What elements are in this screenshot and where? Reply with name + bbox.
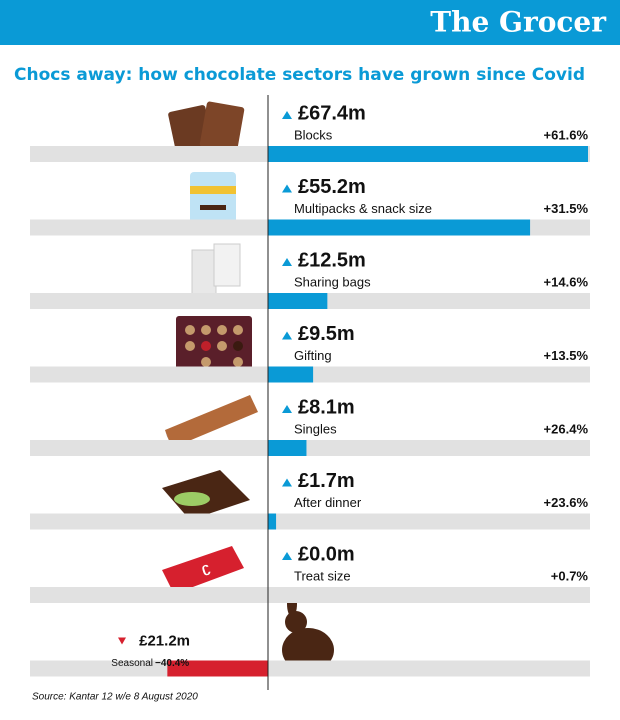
category-label: Multipacks & snack size — [294, 201, 432, 216]
category-label: Singles — [294, 421, 337, 436]
icons: ʗ — [162, 101, 334, 672]
category-label: Blocks — [294, 127, 333, 142]
growth-label: +13.5% — [544, 348, 589, 363]
bar-track — [30, 440, 590, 456]
bar — [268, 513, 277, 530]
growth-label: +61.6% — [544, 127, 589, 142]
growth-label: +23.6% — [544, 495, 589, 510]
header-bar — [0, 0, 620, 45]
category-label: Sharing bags — [294, 274, 371, 289]
source: Source: Kantar 12 w/e 8 August 2020 — [32, 692, 198, 703]
value-label: £67.4m — [298, 102, 366, 124]
bar — [268, 293, 328, 309]
brand: The Grocer — [430, 6, 607, 39]
growth-label: +14.6% — [544, 274, 589, 289]
value-label: £55.2m — [298, 176, 366, 198]
up-arrow — [282, 478, 292, 487]
value-label: £1.7m — [298, 470, 355, 492]
growth-label: −40.4% — [155, 658, 189, 669]
up-arrow — [282, 405, 292, 413]
value-label: £9.5m — [298, 323, 355, 345]
category-label: Seasonal — [111, 658, 153, 669]
bar — [268, 366, 314, 383]
bar — [268, 440, 307, 456]
up-arrow — [282, 331, 292, 340]
chart-title: Chocs away: how chocolate sectors have g… — [14, 65, 585, 85]
value-label: £21.2m — [139, 632, 190, 649]
bar — [268, 146, 588, 162]
bar-track — [30, 513, 590, 530]
bar-track — [30, 587, 590, 603]
bar — [268, 219, 531, 236]
category-label: Gifting — [294, 348, 332, 363]
category-label: After dinner — [294, 495, 362, 510]
value-label: £8.1m — [298, 396, 355, 418]
value-label: £0.0m — [298, 543, 355, 565]
down-arrow — [118, 637, 126, 645]
growth-label: +0.7% — [551, 568, 589, 583]
growth-label: +26.4% — [544, 421, 589, 436]
category-label: Treat size — [294, 568, 351, 583]
up-arrow — [282, 552, 292, 560]
value-label: £12.5m — [298, 249, 366, 271]
growth-label: +31.5% — [544, 201, 589, 216]
up-arrow — [282, 184, 292, 193]
up-arrow — [282, 258, 292, 266]
bar — [167, 660, 268, 677]
up-arrow — [282, 111, 292, 119]
